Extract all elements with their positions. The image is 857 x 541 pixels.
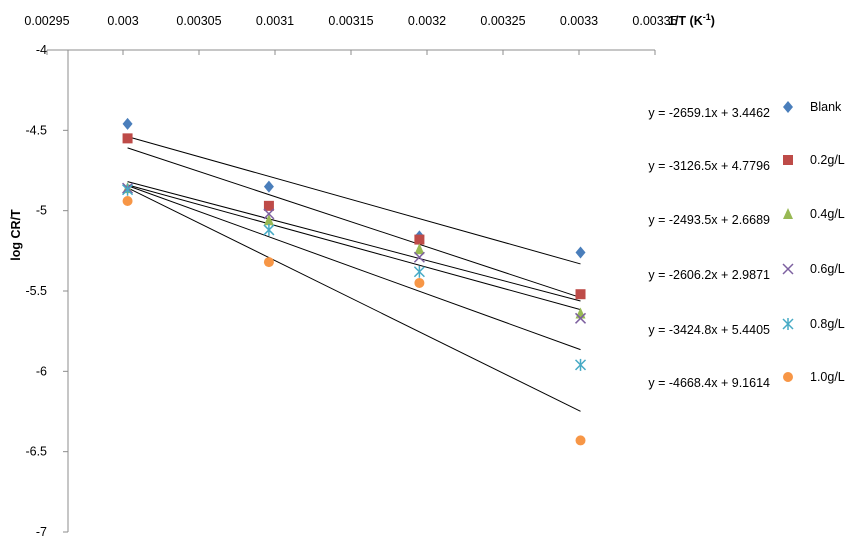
trendline-equation: y = -4668.4x + 9.1614 [648,376,770,390]
y-tick-label: -6 [36,364,47,378]
data-point-0-6g-l [574,312,587,324]
x-tick-label: 0.0032 [408,14,446,28]
legend-marker-0-6g-l-stroke [782,263,794,275]
data-point-0-6g-l [263,208,275,220]
legend-label: 0.4g/L [810,207,845,221]
x-tick-label: 0.00315 [328,14,373,28]
trendline-0-8g-l [127,185,581,351]
series-0-2g-l [122,133,586,300]
legend-label: 0.2g/L [810,153,845,167]
x-axis-title-close: ) [711,14,715,28]
x-tick-label: 0.00335 [632,14,677,28]
x-axis-title-sup: -1 [703,12,711,22]
data-point-0-2g-l [414,234,425,245]
x-axis-title-main: 1/T (K [668,14,703,28]
trendline-equation: y = -2659.1x + 3.4462 [648,106,770,120]
data-point-0-4g-l [414,243,425,255]
trendline-equation: y = -2606.2x + 2.9871 [648,268,770,282]
data-point-0-6g-l-stroke [413,251,425,263]
legend: y = -2659.1x + 3.4462 Blank y = -3126.5x +… [648,100,844,390]
y-tick-label: -4 [36,43,47,57]
x-tick-label: 0.00325 [480,14,525,28]
data-point-1-0g-l [414,277,425,288]
data-point-0-2g-l [122,133,133,144]
data-point-0-6g-l [413,251,425,263]
data-point-0-2g-l [575,289,586,300]
trendline-0-2g-l [127,147,581,299]
data-point-0-8g-l [263,223,275,236]
trendline-equation: y = -3126.5x + 4.7796 [648,159,770,173]
data-point-0-6g-l-stroke [574,312,587,324]
data-point-0-8g-l [574,358,587,371]
series-0-8g-l [122,183,587,371]
trendline-blank [127,136,581,265]
data-point-0-2g-l [263,200,274,211]
trendlines [127,136,581,412]
x-tick-label: 0.003 [107,14,138,28]
legend-marker-0-2g-l [783,155,793,165]
series-0-6g-l [122,182,587,324]
legend-marker-0-8g-l [782,318,794,330]
data-point-0-4g-l [263,214,274,226]
legend-marker-0-4g-l [783,208,793,219]
data-point-blank [263,180,274,193]
x-axis-title: 1/T (K-1) [668,12,715,28]
data-point-blank [575,246,586,259]
legend-label: 1.0g/L [810,370,845,384]
x-tick-label: 0.0031 [256,14,294,28]
y-tick-label: -4.5 [25,123,47,137]
y-tick-label: -5.5 [25,284,47,298]
series-1-0g-l [122,196,586,446]
data-point-blank [122,117,133,130]
markers [122,117,587,446]
trendline-equation: y = -2493.5x + 2.6689 [648,213,770,227]
trendline-1-0g-l [127,187,581,412]
legend-label: Blank [810,100,842,114]
data-point-1-0g-l [575,435,586,446]
legend-marker-0-6g-l [782,263,794,275]
trendline-equation: y = -3424.8x + 5.4405 [648,323,770,337]
x-tick-label: 0.00295 [24,14,69,28]
trendline-0-4g-l [127,181,581,302]
legend-label: 0.6g/L [810,262,845,276]
y-tick-label: -7 [36,525,47,539]
legend-marker-blank [783,101,793,113]
data-point-0-8g-l [122,183,134,196]
y-tick-label: -5 [36,204,47,218]
x-tick-label: 0.00305 [176,14,221,28]
data-point-1-0g-l [122,196,133,207]
legend-marker-1-0g-l [783,372,793,382]
series-blank [122,117,586,259]
data-point-0-6g-l-stroke [263,208,275,220]
y-axis-title: log CR/T [9,209,23,261]
data-point-0-8g-l [413,265,425,278]
data-point-1-0g-l [263,257,274,268]
y-tick-label: -6.5 [25,445,47,459]
legend-label: 0.8g/L [810,317,845,331]
axes: -4 -4.5 -5 -5.5 -6 -6.5 -7 0.00295 0.003 0.00305 0… [9,12,715,539]
x-tick-label: 0.0033 [560,14,598,28]
trendline-0-6g-l [127,184,581,311]
